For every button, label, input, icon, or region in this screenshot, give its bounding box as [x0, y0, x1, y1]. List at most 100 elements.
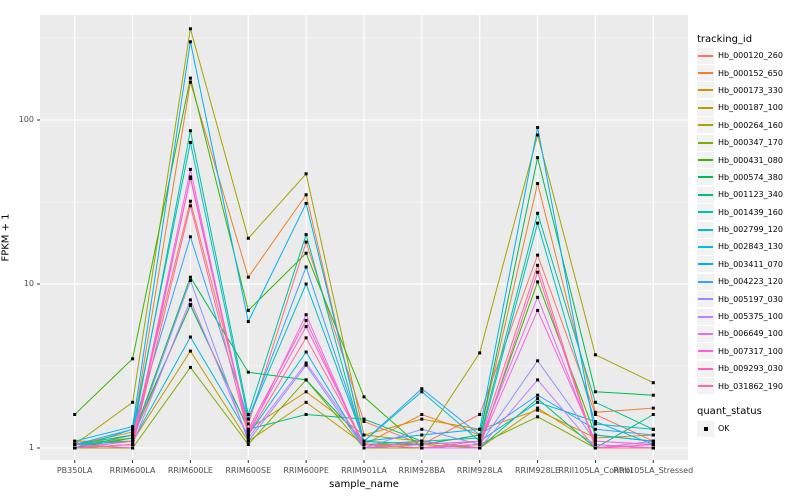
y-tick-label: 100: [18, 115, 34, 124]
legend-title-tracking-id: tracking_id: [697, 34, 753, 45]
data-point: [304, 172, 308, 176]
legend-entry: Hb_000264_160: [697, 117, 783, 134]
legend-entry: Hb_005375_100: [697, 308, 783, 325]
data-point: [478, 413, 482, 416]
data-point: [536, 211, 540, 215]
legend-label: Hb_003411_070: [718, 259, 783, 269]
legend-entry: Hb_000173_330: [697, 82, 783, 99]
x-tick-label: RRIM928BA: [398, 466, 446, 475]
x-tick-label: RRIM600LE: [167, 466, 213, 475]
data-point: [536, 393, 540, 397]
data-point: [362, 446, 366, 450]
legend-entry: Hb_004223_120: [697, 273, 783, 290]
data-point: [188, 365, 192, 369]
data-point: [593, 446, 597, 450]
data-point: [651, 443, 655, 446]
data-point: [304, 413, 308, 416]
legend-line-icon: [698, 350, 713, 353]
legend-label: Hb_031862_190: [718, 381, 783, 391]
legend-label: Hb_009293_030: [718, 364, 783, 374]
legend-label: Hb_004223_120: [718, 277, 783, 287]
data-point: [593, 427, 597, 431]
data-point: [188, 76, 192, 80]
legend-label: Hb_000347_170: [718, 138, 783, 148]
data-point: [188, 27, 192, 31]
data-point: [593, 422, 597, 426]
legend-label: Hb_001439_160: [718, 207, 783, 217]
legend-line-icon: [698, 280, 713, 283]
data-point: [651, 433, 655, 437]
legend-line-icon: [698, 332, 713, 335]
legend-line-icon: [698, 159, 713, 162]
data-point: [246, 427, 250, 431]
legend-line-icon: [698, 54, 713, 57]
legend-line-icon: [698, 106, 713, 109]
legend-line-icon: [698, 176, 713, 179]
data-point: [478, 433, 482, 437]
data-point: [246, 370, 250, 374]
data-point: [362, 395, 366, 399]
data-point: [593, 353, 597, 357]
data-point: [593, 420, 597, 423]
data-point: [536, 253, 540, 257]
x-tick-label: RRIM928LE: [514, 466, 561, 475]
data-point: [188, 279, 192, 282]
data-point: [246, 430, 250, 434]
legend-key: [697, 273, 714, 290]
legend-label: Hb_001123_340: [718, 190, 783, 200]
legend-key: [697, 65, 714, 82]
legend-entry: Hb_001123_340: [697, 186, 783, 203]
data-point: [131, 446, 135, 450]
data-point: [362, 433, 366, 437]
data-point: [420, 390, 424, 394]
legend-key: [697, 169, 714, 186]
legend-entry: Hb_000431_080: [697, 151, 783, 169]
legend-entry: Hb_007317_100: [697, 343, 783, 360]
legend-key: [697, 221, 714, 238]
data-point: [536, 221, 540, 225]
legend-key: [697, 291, 714, 308]
data-point: [651, 381, 655, 385]
data-point: [188, 303, 192, 307]
data-point: [188, 175, 192, 179]
data-point: [131, 427, 135, 431]
legend-entry: Hb_006649_100: [697, 325, 783, 342]
data-point: [420, 443, 424, 446]
legend-label: Hb_005375_100: [718, 312, 783, 322]
data-point: [304, 336, 308, 340]
legend-label: Hb_006649_100: [718, 329, 783, 339]
legend-line-icon: [698, 228, 713, 231]
legend-entry: Hb_000120_260: [697, 47, 783, 64]
legend-entry: Hb_000347_170: [697, 134, 783, 151]
data-point: [593, 410, 597, 414]
data-point: [478, 439, 482, 443]
data-point: [304, 378, 308, 382]
legend-entry: Hb_031862_190: [697, 377, 783, 395]
data-point: [651, 413, 655, 416]
data-point: [651, 406, 655, 410]
legend-label: Hb_000431_080: [718, 155, 783, 165]
legend-line-icon: [698, 315, 713, 318]
data-point: [304, 318, 308, 322]
data-point: [536, 156, 540, 160]
legend-line-icon: [698, 211, 713, 214]
x-tick-label: RRIM901LA: [341, 466, 387, 475]
data-point: [536, 408, 540, 412]
data-point: [304, 390, 308, 394]
data-point: [420, 433, 424, 437]
data-point: [188, 199, 192, 203]
data-point: [188, 40, 192, 44]
data-point: [536, 182, 540, 185]
legend-key: [697, 378, 714, 395]
x-tick-label: RRIM600LA: [109, 466, 156, 475]
data-point: [651, 446, 655, 450]
data-point: [246, 433, 250, 437]
data-point: [536, 270, 540, 274]
data-point: [536, 126, 540, 129]
data-point: [478, 436, 482, 440]
legend-label: Hb_000173_330: [718, 85, 783, 95]
x-axis-title: sample_name: [329, 479, 399, 490]
legend-key: [697, 117, 714, 134]
data-point: [304, 361, 308, 365]
legend-key: [697, 420, 714, 437]
